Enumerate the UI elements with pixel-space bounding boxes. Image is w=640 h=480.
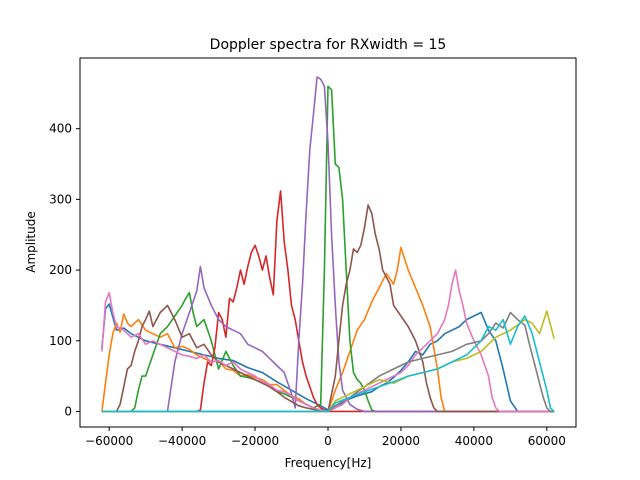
x-tick-label: −40000 <box>158 434 206 448</box>
y-tick-label: 200 <box>49 263 72 277</box>
chart-title: Doppler spectra for RXwidth = 15 <box>210 37 447 53</box>
series-line-1 <box>101 303 555 413</box>
y-tick-label: 400 <box>49 122 72 136</box>
series-line-6 <box>101 204 555 413</box>
y-axis: 0 100 200 300 400 <box>49 122 80 418</box>
plot-area <box>79 57 577 428</box>
series-layer <box>101 76 555 413</box>
y-tick-label: 0 <box>64 404 72 418</box>
x-tick-label: 60000 <box>528 434 566 448</box>
y-tick-label: 300 <box>49 192 72 206</box>
y-axis-label: Amplitude <box>24 211 38 273</box>
x-tick-label: −20000 <box>231 434 279 448</box>
y-tick-label: 100 <box>49 334 72 348</box>
series-line-10 <box>101 315 555 413</box>
x-tick-label: −60000 <box>85 434 133 448</box>
x-tick-label: 20000 <box>382 434 420 448</box>
series-line-4 <box>101 190 555 413</box>
series-line-5 <box>101 76 555 413</box>
series-line-7 <box>101 269 555 413</box>
x-axis-label: Frequency[Hz] <box>285 456 372 470</box>
x-tick-label: 0 <box>324 434 332 448</box>
x-axis: −60000 −40000 −20000 0 20000 40000 60000 <box>85 427 566 448</box>
series-line-2 <box>101 246 555 413</box>
x-tick-label: 40000 <box>455 434 493 448</box>
